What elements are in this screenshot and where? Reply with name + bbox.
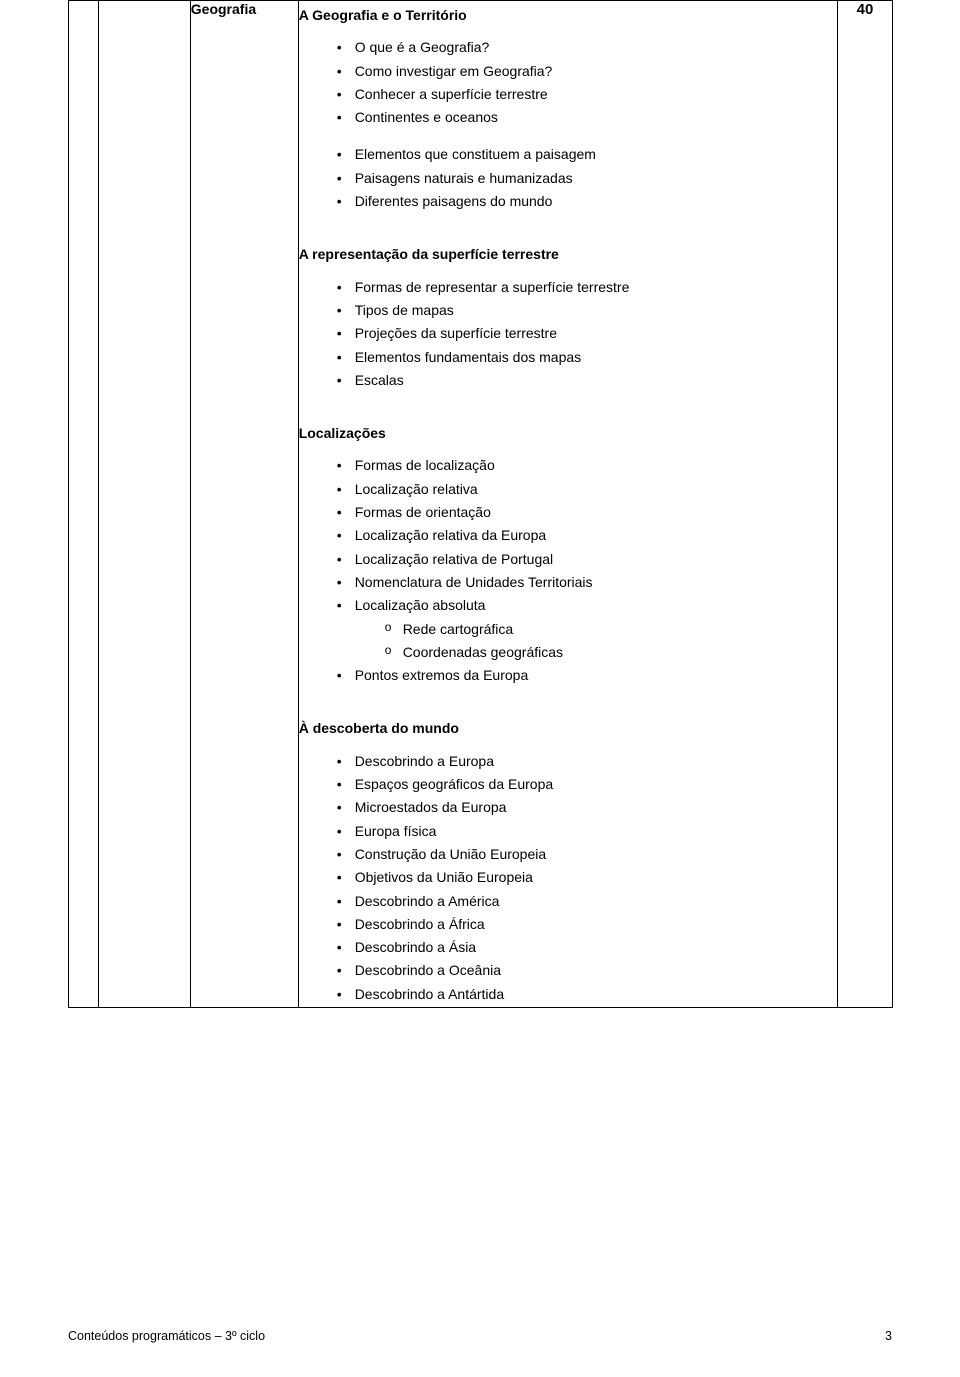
spacer: [299, 393, 837, 419]
list-item: Formas de representar a superfície terre…: [337, 277, 837, 297]
list-item: Tipos de mapas: [337, 300, 837, 320]
list-item: Construção da União Europeia: [337, 844, 837, 864]
section-title: À descoberta do mundo: [299, 718, 837, 738]
list-item: Europa física: [337, 821, 837, 841]
list-item: Espaços geográficos da Europa: [337, 774, 837, 794]
list-item: Como investigar em Geografia?: [337, 61, 837, 81]
list-item: Projeções da superfície terrestre: [337, 323, 837, 343]
list-item: Formas de orientação: [337, 502, 837, 522]
list-item: Descobrindo a África: [337, 914, 837, 934]
list-item: Paisagens naturais e humanizadas: [337, 168, 837, 188]
footer-page-number: 3: [885, 1329, 892, 1343]
list-item: Localização relativa da Europa: [337, 525, 837, 545]
list-item: O que é a Geografia?: [337, 37, 837, 57]
list-item: Escalas: [337, 370, 837, 390]
spacer: [299, 130, 837, 144]
list-item: Descobrindo a Europa: [337, 751, 837, 771]
empty-cell: [98, 1, 190, 1008]
bullet-list: O que é a Geografia? Como investigar em …: [299, 37, 837, 127]
list-item-label: Localização absoluta: [355, 597, 486, 613]
spacer: [299, 688, 837, 714]
list-item: Pontos extremos da Europa: [337, 665, 837, 685]
hours-cell: 40: [838, 1, 893, 1008]
page: Geografia A Geografia e o Território O q…: [0, 0, 960, 1377]
list-item: Coordenadas geográficas: [385, 642, 837, 662]
list-item: Elementos fundamentais dos mapas: [337, 347, 837, 367]
content-cell: A Geografia e o Território O que é a Geo…: [298, 1, 837, 1008]
list-item: Rede cartográfica: [385, 619, 837, 639]
list-item: Objetivos da União Europeia: [337, 867, 837, 887]
list-item: Descobrindo a América: [337, 891, 837, 911]
bullet-list: Formas de representar a superfície terre…: [299, 277, 837, 390]
sub-bullet-list: Rede cartográfica Coordenadas geográfica…: [355, 619, 837, 663]
section-title: A representação da superfície terrestre: [299, 244, 837, 264]
hours-value: 40: [857, 1, 874, 18]
footer-left: Conteúdos programáticos – 3º ciclo: [68, 1329, 265, 1343]
bullet-list: Elementos que constituem a paisagem Pais…: [299, 144, 837, 211]
list-item: Descobrindo a Antártida: [337, 984, 837, 1004]
section-title: A Geografia e o Território: [299, 5, 837, 25]
list-item: Formas de localização: [337, 455, 837, 475]
list-item: Microestados da Europa: [337, 797, 837, 817]
footer: Conteúdos programáticos – 3º ciclo 3: [68, 1329, 892, 1343]
bullet-list: Formas de localização Localização relati…: [299, 455, 837, 685]
list-item: Localização relativa de Portugal: [337, 549, 837, 569]
list-item: Conhecer a superfície terrestre: [337, 84, 837, 104]
list-item: Nomenclatura de Unidades Territoriais: [337, 572, 837, 592]
section-title: Localizações: [299, 423, 837, 443]
bullet-list: Descobrindo a Europa Espaços geográficos…: [299, 751, 837, 1004]
list-item: Descobrindo a Oceânia: [337, 960, 837, 980]
list-item: Localização absoluta Rede cartográfica C…: [337, 595, 837, 662]
table-row: Geografia A Geografia e o Território O q…: [69, 1, 893, 1008]
list-item: Diferentes paisagens do mundo: [337, 191, 837, 211]
empty-cell: [69, 1, 99, 1008]
subject-cell: Geografia: [190, 1, 298, 1008]
spacer: [299, 214, 837, 240]
subject-label: Geografia: [191, 1, 256, 17]
list-item: Continentes e oceanos: [337, 107, 837, 127]
list-item: Descobrindo a Ásia: [337, 937, 837, 957]
content-table: Geografia A Geografia e o Território O q…: [68, 0, 893, 1008]
list-item: Elementos que constituem a paisagem: [337, 144, 837, 164]
list-item: Localização relativa: [337, 479, 837, 499]
